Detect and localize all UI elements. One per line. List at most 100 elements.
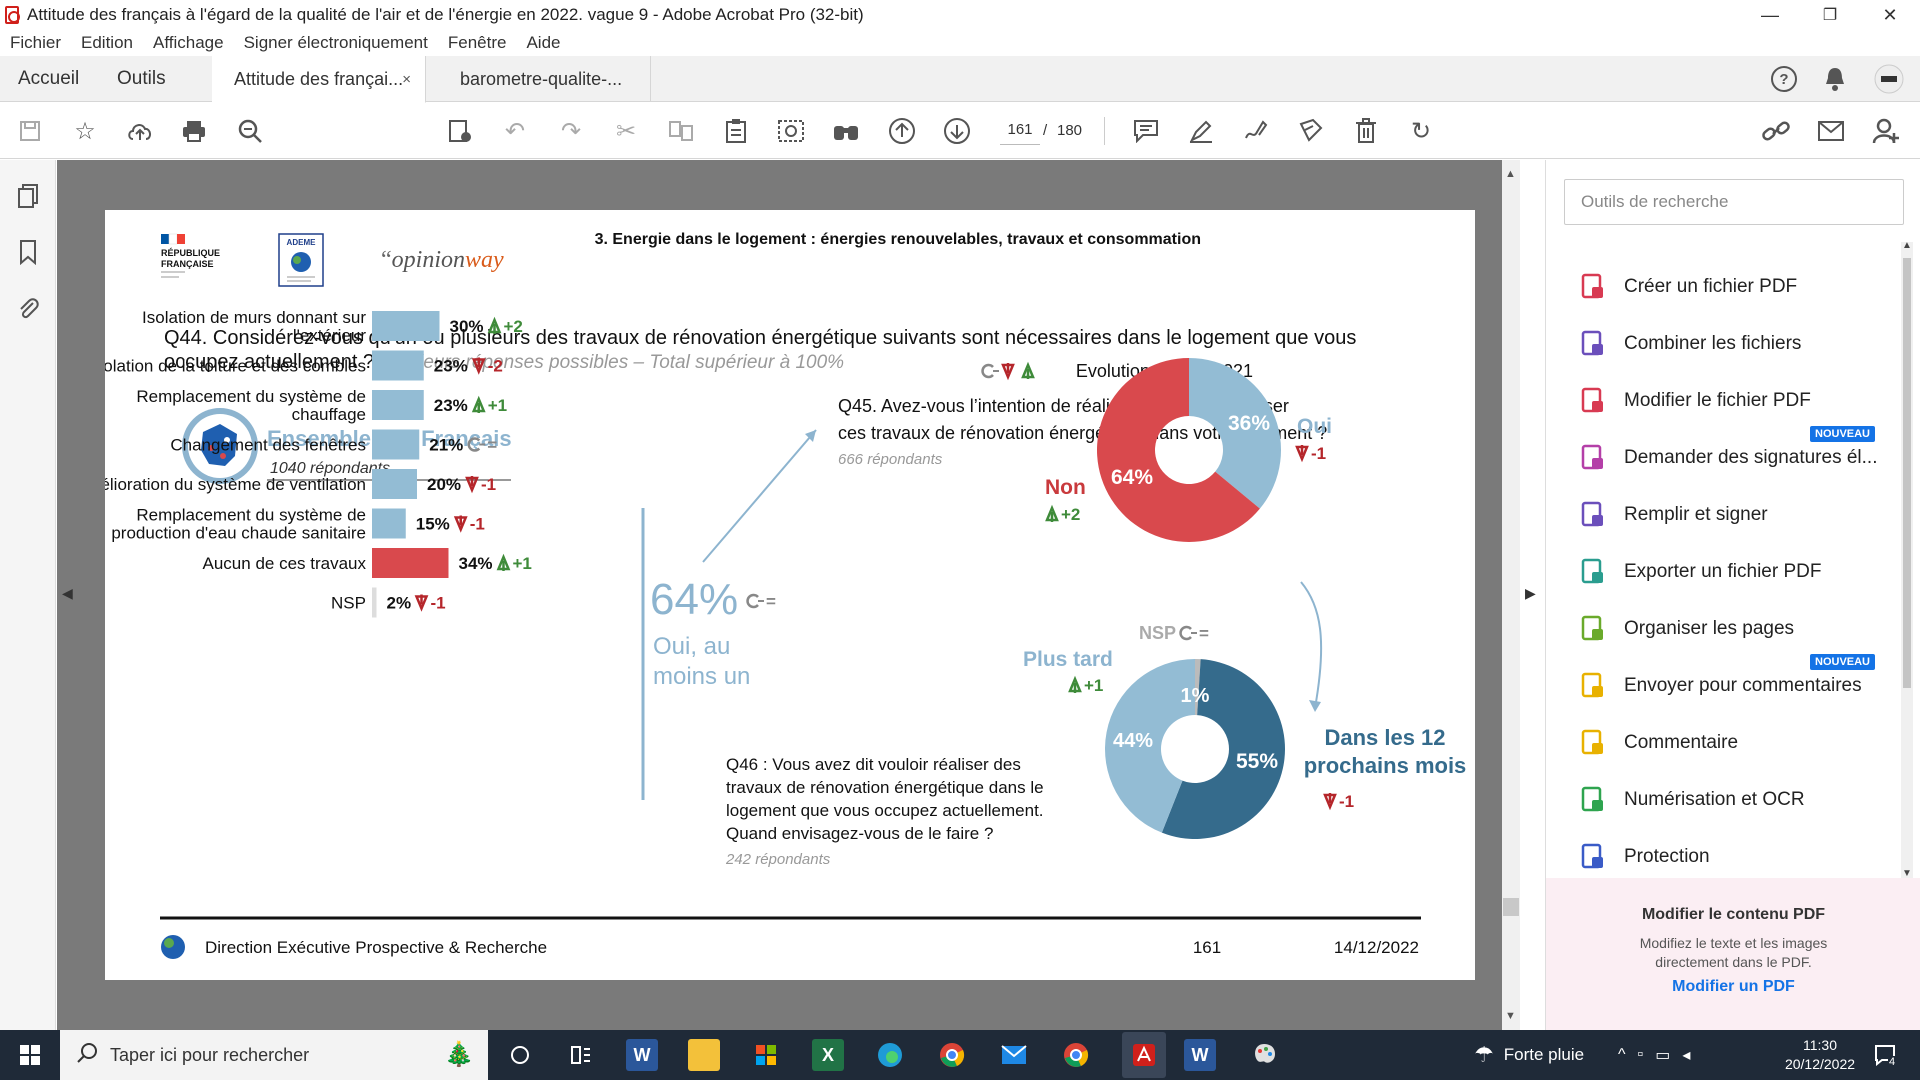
q44-line1: Q44. Considérez-vous qu'un ou plusieurs … [164, 327, 1356, 349]
tool-organize-pages[interactable]: Organiser les pages [1578, 609, 1794, 649]
word-app-icon-2[interactable]: W [1184, 1039, 1216, 1071]
edit-text-icon[interactable] [444, 115, 476, 147]
menu-signer[interactable]: Signer électroniquement [243, 33, 428, 52]
menu-edition[interactable]: Edition [81, 33, 133, 52]
bell-icon[interactable] [1820, 64, 1850, 94]
chevron-up-icon[interactable]: ^ [1618, 1046, 1638, 1063]
collapse-left-arrow[interactable]: ◀ [62, 585, 73, 601]
zoom-search-icon[interactable] [234, 115, 266, 147]
tab-accueil[interactable]: Accueil [18, 68, 80, 89]
store-app-icon[interactable] [750, 1039, 782, 1071]
section-title: 3. Energie dans le logement : énergies r… [595, 231, 1201, 248]
donut2-soon-label-line1: Dans les 12 [1324, 725, 1445, 750]
bookmark-icon[interactable] [12, 236, 44, 268]
add-user-icon[interactable] [1870, 115, 1902, 147]
tool-protect[interactable]: Protection [1578, 837, 1710, 877]
volume-icon[interactable]: ◂ [1682, 1047, 1703, 1064]
link-share-icon[interactable] [1760, 115, 1792, 147]
weather-tray[interactable]: ☂ Forte pluie [1474, 1030, 1584, 1080]
system-tray-icons[interactable]: ^ ▫ ▭ ◂ [1618, 1030, 1702, 1080]
donut2-slice-soon [1161, 659, 1286, 839]
mail-app-icon[interactable] [998, 1039, 1030, 1071]
highlight-pen-icon[interactable] [1185, 115, 1217, 147]
donut1-non-label: Non [1045, 476, 1086, 499]
battery-icon[interactable]: ▭ [1655, 1047, 1683, 1064]
tools-panel: Outils de recherche Créer un fichier PDF… [1545, 160, 1920, 1030]
arrow-to-q46 [1300, 581, 1323, 709]
tool-edit-pdf[interactable]: Modifier le fichier PDF [1578, 381, 1811, 421]
edge-browser-icon[interactable] [874, 1039, 906, 1071]
account-icon[interactable] [1872, 64, 1906, 94]
previous-page-icon[interactable] [886, 115, 918, 147]
print-icon[interactable] [178, 115, 210, 147]
undo-icon[interactable]: ↶ [504, 117, 526, 145]
document-scrollbar[interactable]: ▲ ▼ [1502, 160, 1520, 1030]
page-number-input[interactable]: 161 [1000, 115, 1040, 145]
tool-create-pdf[interactable]: Créer un fichier PDF [1578, 267, 1797, 307]
compare-icon[interactable] [665, 115, 697, 147]
widgets-icon[interactable] [565, 1039, 597, 1071]
tool-export-pdf[interactable]: Exporter un fichier PDF [1578, 552, 1821, 592]
menu-fenetre[interactable]: Fenêtre [447, 33, 507, 52]
star-icon[interactable]: ☆ [74, 117, 96, 145]
next-page-icon[interactable] [941, 115, 973, 147]
tools-search-input[interactable]: Outils de recherche [1564, 179, 1904, 225]
help-icon[interactable]: ? [1769, 64, 1799, 94]
cut-icon[interactable]: ✂ [615, 117, 637, 145]
stamp-icon[interactable] [1295, 115, 1327, 147]
comment-icon[interactable] [1130, 115, 1162, 147]
menu-aide[interactable]: Aide [526, 33, 561, 52]
snapshot-icon[interactable] [775, 115, 807, 147]
notification-center[interactable]: 4 [1874, 1030, 1897, 1080]
legend-up-icon [1021, 361, 1035, 379]
excel-app-icon[interactable]: X [812, 1039, 844, 1071]
promo-link[interactable]: Modifier un PDF [1672, 978, 1795, 995]
menu-affichage[interactable]: Affichage [153, 33, 224, 52]
clock[interactable]: 11:30 20/12/2022 [1780, 1030, 1860, 1080]
toolbar: ☆ ↶ ↷ ✂ 161 / 180 ↻ [0, 103, 1920, 159]
sign-icon[interactable] [1240, 115, 1272, 147]
tools-panel-scrollbar[interactable]: ▲ ▼ [1901, 240, 1913, 882]
minimize-button[interactable]: — [1761, 4, 1779, 25]
donut1-slice-oui [1189, 358, 1281, 509]
rotate-icon[interactable]: ↻ [1410, 117, 1432, 145]
attachment-icon[interactable] [12, 292, 44, 324]
file-explorer-icon[interactable] [688, 1039, 720, 1071]
taskbar-search-input[interactable]: Taper ici pour rechercher 🎄 [60, 1030, 488, 1080]
donut1-non-evolution: +2 [1061, 505, 1080, 524]
tool-fill-sign[interactable]: Remplir et signer [1578, 495, 1768, 535]
paint-app-icon[interactable] [1248, 1039, 1280, 1071]
save-icon[interactable] [14, 115, 46, 147]
acrobat-taskbar-icon[interactable] [1122, 1032, 1166, 1078]
trash-icon[interactable] [1350, 115, 1382, 147]
close-tab-icon[interactable]: × [402, 70, 411, 88]
tool-comment[interactable]: Commentaire [1578, 723, 1738, 763]
redo-icon[interactable]: ↷ [560, 117, 582, 145]
expand-right-arrow[interactable]: ▶ [1525, 585, 1536, 601]
tool-scan-ocr[interactable]: Numérisation et OCR [1578, 780, 1805, 820]
edit-pdf-icon [1578, 386, 1608, 416]
network-icon[interactable]: ▫ [1637, 1046, 1656, 1063]
chrome-browser-icon[interactable] [936, 1039, 968, 1071]
windows-start-icon[interactable] [14, 1039, 46, 1071]
task-view-icon[interactable] [504, 1039, 536, 1071]
clipboard-icon[interactable] [720, 115, 752, 147]
word-app-icon[interactable]: W [626, 1039, 658, 1071]
tab-document-barometre[interactable]: barometre-qualite-... [426, 56, 651, 102]
tool-request-signature[interactable]: Demander des signatures él... [1578, 438, 1877, 478]
page-thumbnails-icon[interactable] [12, 180, 44, 212]
chrome-profile-icon[interactable] [1060, 1039, 1092, 1071]
tool-combine-files[interactable]: Combiner les fichiers [1578, 324, 1801, 364]
maximize-button[interactable]: ❐ [1822, 7, 1838, 24]
close-window-button[interactable]: ✕ [1882, 4, 1898, 25]
upload-cloud-icon[interactable] [124, 115, 156, 147]
tool-label: Remplir et signer [1624, 504, 1768, 525]
tab-document-attitude[interactable]: Attitude des françai... × [212, 56, 426, 103]
menu-fichier[interactable]: Fichier [10, 33, 62, 52]
bar-label-1-line1: Isolation de murs donnant sur [142, 308, 366, 327]
mail-icon[interactable] [1815, 115, 1847, 147]
binoculars-icon[interactable] [830, 115, 862, 147]
tab-outils[interactable]: Outils [117, 68, 166, 89]
tool-send-comments[interactable]: Envoyer pour commentaires [1578, 666, 1862, 706]
donut1-slice-non [1097, 358, 1260, 542]
